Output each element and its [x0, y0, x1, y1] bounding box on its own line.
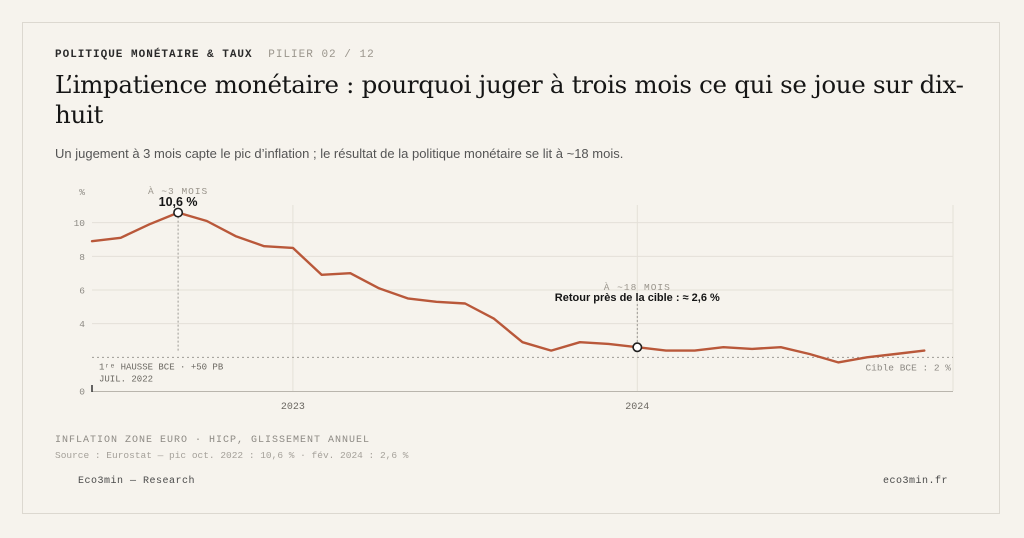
chart-note: INFLATION ZONE EURO · HICP, GLISSEMENT A… — [55, 435, 371, 446]
footer-brand: Eco3min — Research — [78, 476, 196, 487]
y-tick-label: 10 — [74, 218, 86, 229]
page-title: L’impatience monétaire : pourquoi juger … — [55, 70, 964, 129]
x-tick-label: 2023 — [281, 402, 305, 413]
annotation-marker — [173, 207, 184, 218]
eyebrow-pillar: PILIER 02 / 12 — [268, 49, 375, 61]
event-label: 1ʳᵉ HAUSSE BCE · +50 PB — [99, 362, 224, 372]
recovery-value-label: Retour près de la cible : ≈ 2,6 % — [555, 292, 720, 304]
x-tick-label: 2024 — [625, 402, 649, 413]
y-tick-label: 8 — [79, 252, 85, 263]
eyebrow: POLITIQUE MONÉTAIRE & TAUX PILIER 02 / 1… — [55, 49, 375, 61]
event-date-label: JUIL. 2022 — [99, 374, 153, 384]
page-subtitle: Un jugement à 3 mois capte le pic d’infl… — [55, 146, 624, 161]
y-tick-label: 6 — [79, 286, 85, 297]
peak-value-label: 10,6 % — [159, 195, 198, 209]
recovery-tag: À ~18 MOIS — [604, 282, 671, 293]
chart-card — [22, 22, 1000, 514]
footer-site-link[interactable]: eco3min.fr — [882, 476, 948, 487]
target-label: Cible BCE : 2 % — [865, 362, 951, 373]
series-line — [90, 211, 926, 364]
chart-source: Source : Eurostat — pic oct. 2022 : 10,6… — [55, 450, 409, 461]
y-tick-label: 4 — [79, 319, 85, 330]
peak-tag: À ~3 MOIS — [148, 186, 208, 197]
eyebrow-category: POLITIQUE MONÉTAIRE & TAUX — [55, 49, 253, 61]
y-axis-label: % — [79, 187, 85, 198]
y-tick-label: 0 — [79, 387, 85, 398]
annotation-marker — [632, 342, 643, 353]
